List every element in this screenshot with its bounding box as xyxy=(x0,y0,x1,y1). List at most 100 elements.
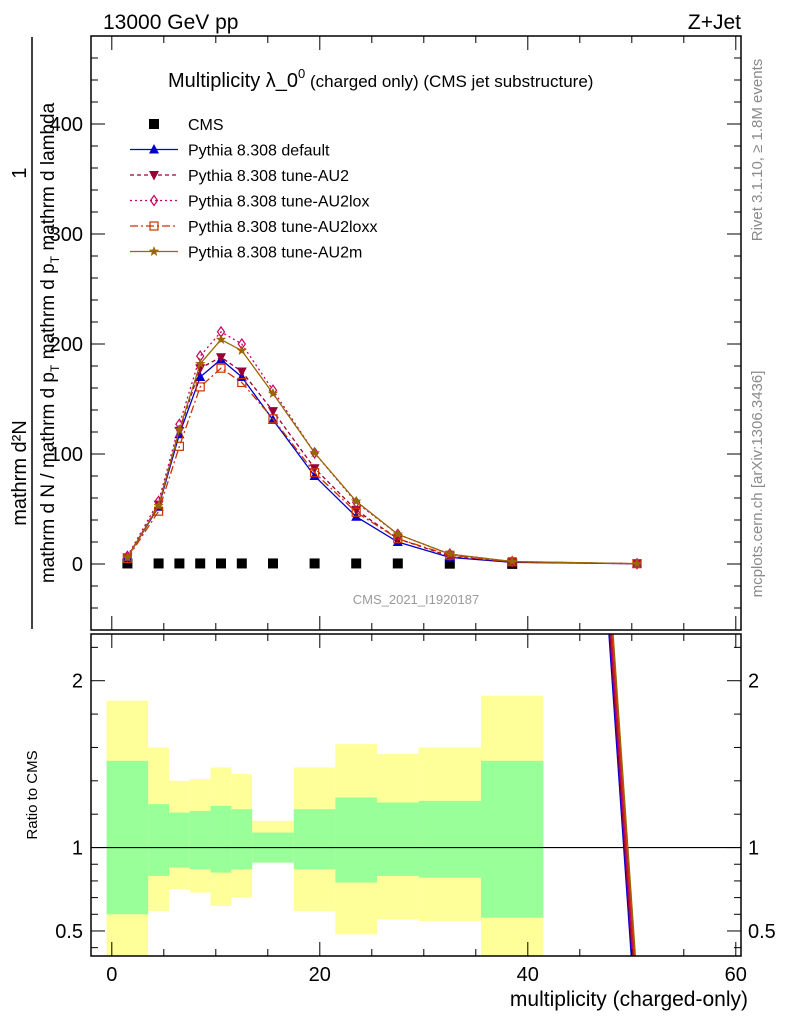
ratio-ytick-label: 2 xyxy=(72,671,83,693)
ratio-series-line xyxy=(612,634,637,956)
legend-item: Pythia 8.308 default xyxy=(130,143,330,160)
ylabel-numerator: mathrm d²N xyxy=(9,420,31,526)
legend: CMS Pythia 8.308 default Pythia 8.308 tune… xyxy=(130,117,377,262)
x-tick-label: 20 xyxy=(309,964,331,986)
series-4 xyxy=(122,363,642,569)
ratio-lines xyxy=(608,634,637,956)
chart-title-sup: 0 xyxy=(298,66,305,81)
ratio-inner-band xyxy=(377,802,419,876)
watermark: CMS_2021_I1920187 xyxy=(353,592,480,607)
data-point xyxy=(236,367,247,377)
data-point xyxy=(309,470,320,480)
data-point xyxy=(195,558,206,569)
ratio-series-line xyxy=(610,634,634,956)
data-point xyxy=(174,424,185,435)
ylabel-den-a: mathrm d N / mathrm d p xyxy=(38,372,59,583)
ratio-series-line xyxy=(611,634,635,956)
ratio-ytick-label-right: 2 xyxy=(748,671,759,693)
ylabel-den-c: mathrm d lambda xyxy=(38,102,59,256)
ratio-ytick-label: 1 xyxy=(72,838,83,860)
legend-label: Pythia 8.308 default xyxy=(188,143,330,160)
mcplots-label: mcplots.cern.ch [arXiv:1306.3436] xyxy=(749,371,766,598)
data-point xyxy=(268,558,278,569)
x-tick-label: 0 xyxy=(106,964,117,986)
main-ytick-label: 100 xyxy=(50,444,83,466)
main-ytick-label: 300 xyxy=(50,224,83,246)
data-point xyxy=(267,388,279,398)
ratio-inner-band xyxy=(210,805,232,873)
data-point xyxy=(310,468,320,478)
ylabel-den-b: mathrm d p xyxy=(38,263,59,364)
data-point xyxy=(351,558,362,569)
data-point xyxy=(149,171,159,181)
data-point xyxy=(444,558,455,569)
data-point xyxy=(195,371,206,381)
chart-title-main: Multiplicity λ_0 xyxy=(168,70,298,92)
legend-item: Pythia 8.308 tune-AU2m xyxy=(130,245,362,262)
ylabel-denominator: mathrm d N / mathrm d pT mathrm d pT mat… xyxy=(38,102,62,583)
data-point xyxy=(236,345,248,356)
data-point xyxy=(122,558,133,569)
x-tick-label: 60 xyxy=(725,964,747,986)
main-series xyxy=(122,325,643,570)
data-point xyxy=(631,558,643,569)
ratio-ytick-label-right: 1 xyxy=(748,838,759,860)
data-point xyxy=(268,407,278,417)
main-ytick-label: 200 xyxy=(50,334,83,356)
data-point xyxy=(309,447,320,458)
header-left: 13000 GeV pp xyxy=(103,11,238,34)
ratio-series-line xyxy=(609,634,633,956)
data-point xyxy=(215,334,227,345)
data-point xyxy=(153,558,164,569)
data-point xyxy=(149,194,159,207)
chart-title: Multiplicity λ_00 (charged only) (CMS je… xyxy=(168,66,593,92)
legend-item: Pythia 8.308 tune-AU2lox xyxy=(130,194,369,211)
ratio-panel: 0 20 40 600.5 0.51 12 2 xyxy=(55,633,776,986)
legend-label: Pythia 8.308 tune-AU2 xyxy=(188,168,349,185)
legend-item: Pythia 8.308 tune-AU2 xyxy=(130,168,349,185)
legend-item: Pythia 8.308 tune-AU2loxx xyxy=(130,219,377,236)
main-ytick-label: 400 xyxy=(50,114,83,136)
ratio-axis-ticks: 0 20 40 600.5 0.51 12 2 xyxy=(55,634,776,986)
ratio-inner-band xyxy=(231,809,253,870)
data-point xyxy=(392,528,404,539)
ratio-series-line xyxy=(608,634,632,956)
header-right: Z+Jet xyxy=(688,11,741,34)
data-point xyxy=(149,119,159,129)
data-point xyxy=(392,558,403,569)
data-point xyxy=(216,558,226,569)
data-point xyxy=(149,144,159,154)
ylabel-den-sub: T xyxy=(48,364,62,372)
data-point xyxy=(174,558,185,569)
ratio-inner-band xyxy=(481,760,544,918)
data-point xyxy=(237,377,247,388)
main-ylabel: 1 mathrm d²N mathrm d N / mathrm d pT ma… xyxy=(9,37,62,629)
ylabel-numerator-text: mathrm d²N xyxy=(9,420,31,526)
legend-label: Pythia 8.308 tune-AU2m xyxy=(188,245,362,262)
data-point xyxy=(153,500,164,511)
ratio-bands xyxy=(91,695,741,956)
data-point xyxy=(506,556,518,567)
ratio-ytick-label-right: 0.5 xyxy=(748,921,776,943)
series-0 xyxy=(122,558,518,569)
ratio-inner-band xyxy=(293,809,336,870)
x-tick-label: 40 xyxy=(517,964,539,986)
chart-title-suffix: (charged only) (CMS jet substructure) xyxy=(305,72,593,91)
data-point xyxy=(309,558,320,569)
ratio-inner-band xyxy=(335,797,377,883)
data-point xyxy=(216,363,226,373)
data-point xyxy=(268,414,278,424)
data-point xyxy=(194,358,206,369)
ylabel-den-sub2: T xyxy=(48,255,62,263)
ylabel-one: 1 xyxy=(9,167,31,178)
ratio-inner-band xyxy=(106,760,149,915)
main-ytick-label: 0 xyxy=(72,554,83,576)
ratio-inner-band xyxy=(189,810,211,870)
data-point xyxy=(351,507,361,517)
ratio-inner-band xyxy=(169,812,190,868)
main-axis-ticks: 0 100 200 300 400 xyxy=(50,35,741,631)
series-5 xyxy=(122,334,643,569)
series-line xyxy=(126,367,638,565)
data-point xyxy=(444,548,456,559)
